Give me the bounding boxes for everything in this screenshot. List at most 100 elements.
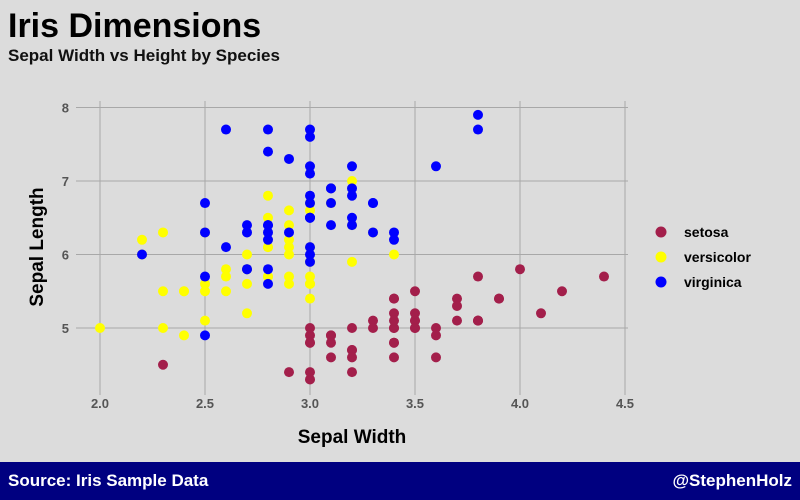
data-point-setosa: [305, 367, 315, 378]
legend-marker-virginica: [655, 276, 667, 288]
data-point-versicolor: [284, 220, 294, 231]
data-point-versicolor: [221, 271, 231, 282]
data-point-virginica: [263, 227, 273, 238]
data-point-versicolor: [305, 293, 315, 304]
data-point-versicolor: [179, 286, 189, 297]
data-point-virginica: [368, 227, 378, 238]
data-point-versicolor: [158, 286, 168, 297]
data-point-setosa: [158, 359, 168, 370]
data-point-virginica: [368, 198, 378, 209]
data-point-setosa: [410, 308, 420, 319]
data-point-versicolor: [95, 323, 105, 333]
chart-subtitle: Sepal Width vs Height by Species: [8, 46, 280, 65]
data-point-setosa: [515, 264, 525, 275]
data-point-versicolor: [200, 315, 210, 326]
legend-marker-versicolor: [655, 251, 667, 263]
data-point-virginica: [326, 220, 336, 231]
data-point-setosa: [347, 367, 357, 378]
data-point-setosa: [473, 271, 483, 282]
data-point-setosa: [389, 352, 399, 363]
data-point-virginica: [347, 220, 357, 231]
data-point-virginica: [305, 212, 315, 223]
data-point-versicolor: [221, 264, 231, 275]
data-point-virginica: [284, 227, 294, 238]
data-point-versicolor: [347, 256, 357, 267]
x-tick-label: 3.5: [406, 396, 424, 411]
data-point-virginica: [263, 234, 273, 245]
data-point-virginica: [347, 161, 357, 172]
data-point-setosa: [347, 352, 357, 363]
data-point-setosa: [305, 330, 315, 341]
data-point-virginica: [263, 220, 273, 231]
y-tick-label: 7: [62, 174, 69, 189]
legend-marker-setosa: [655, 226, 667, 238]
x-axis-label: Sepal Width: [298, 427, 407, 448]
data-point-versicolor: [284, 271, 294, 282]
legend-label-setosa: setosa: [684, 224, 729, 240]
data-point-virginica: [200, 330, 210, 341]
y-tick-label: 5: [62, 321, 69, 336]
data-point-setosa: [389, 293, 399, 304]
data-point-virginica: [326, 198, 336, 209]
y-tick-label: 8: [62, 101, 69, 116]
data-point-versicolor: [389, 249, 399, 260]
data-point-virginica: [431, 161, 441, 172]
data-point-virginica: [284, 153, 294, 164]
x-tick-label: 3.0: [301, 396, 319, 411]
data-point-setosa: [410, 315, 420, 326]
data-point-versicolor: [305, 271, 315, 282]
data-point-virginica: [389, 227, 399, 238]
legend-label-versicolor: versicolor: [684, 249, 751, 265]
data-point-virginica: [200, 271, 210, 282]
data-point-setosa: [326, 337, 336, 348]
author-handle: @StephenHolz: [672, 471, 792, 490]
data-point-setosa: [494, 293, 504, 304]
data-point-versicolor: [305, 278, 315, 289]
data-point-versicolor: [179, 330, 189, 341]
y-tick-label: 6: [62, 248, 69, 263]
data-point-virginica: [305, 190, 315, 201]
data-point-virginica: [305, 124, 315, 135]
data-point-setosa: [536, 308, 546, 319]
data-point-setosa: [284, 367, 294, 378]
data-point-setosa: [473, 315, 483, 326]
data-point-setosa: [431, 330, 441, 341]
data-point-versicolor: [200, 278, 210, 289]
data-point-versicolor: [221, 286, 231, 297]
data-point-setosa: [326, 330, 336, 341]
data-point-setosa: [368, 315, 378, 326]
data-point-virginica: [347, 190, 357, 201]
chart-title: Iris Dimensions: [8, 7, 262, 45]
data-point-versicolor: [263, 271, 273, 282]
data-point-virginica: [263, 264, 273, 275]
data-point-setosa: [389, 323, 399, 333]
data-point-setosa: [368, 323, 378, 333]
data-point-versicolor: [263, 212, 273, 223]
data-point-versicolor: [242, 278, 252, 289]
data-point-virginica: [242, 227, 252, 238]
scatter-chart: 2.0 2.5 3.0 3.5 4.0 4.5 5 6 7 8 setosa versicolor v…: [27, 101, 751, 449]
data-point-setosa: [431, 323, 441, 333]
data-point-virginica: [305, 168, 315, 179]
data-point-virginica: [326, 183, 336, 194]
data-point-versicolor: [284, 278, 294, 289]
tick-labels: 2.0 2.5 3.0 3.5 4.0 4.5 5 6 7 8: [62, 101, 634, 412]
data-point-versicolor: [263, 190, 273, 201]
data-point-setosa: [347, 345, 357, 356]
data-point-versicolor: [263, 242, 273, 253]
data-point-setosa: [326, 352, 336, 363]
data-point-virginica: [305, 249, 315, 260]
data-point-setosa: [347, 323, 357, 333]
data-point-setosa: [389, 308, 399, 319]
data-point-virginica: [347, 183, 357, 194]
data-point-versicolor: [242, 249, 252, 260]
data-point-virginica: [473, 109, 483, 120]
legend-label-virginica: virginica: [684, 274, 742, 290]
data-point-virginica: [263, 146, 273, 157]
data-point-setosa: [305, 323, 315, 333]
data-point-versicolor: [347, 176, 357, 186]
source-caption: Source: Iris Sample Data: [8, 471, 209, 490]
data-point-setosa: [389, 337, 399, 348]
data-point-versicolor: [284, 205, 294, 216]
data-point-virginica: [200, 198, 210, 209]
